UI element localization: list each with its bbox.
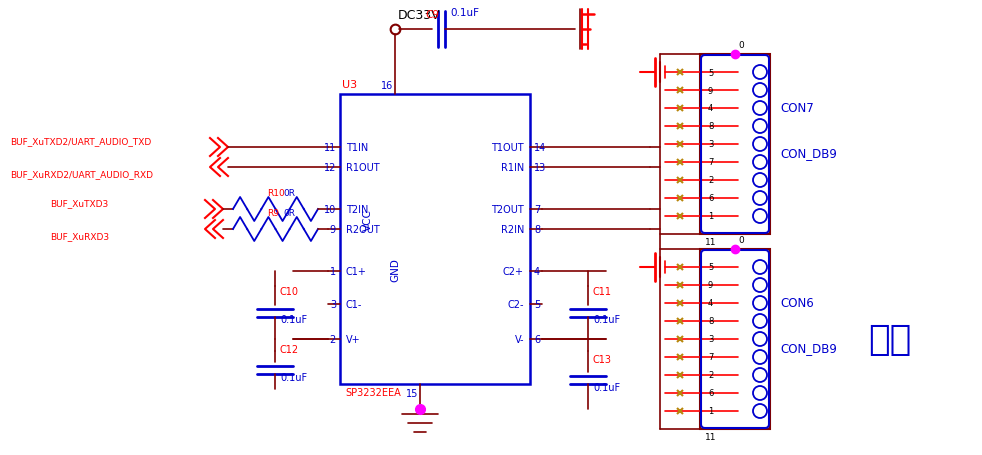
Text: 0.1uF: 0.1uF <box>280 315 307 325</box>
Text: 4: 4 <box>708 299 713 308</box>
Text: 8: 8 <box>708 122 713 131</box>
Text: 母口: 母口 <box>868 322 911 356</box>
Text: VCC: VCC <box>363 208 373 230</box>
Text: 8: 8 <box>708 317 713 326</box>
Text: 6: 6 <box>708 194 713 203</box>
Text: C2+: C2+ <box>503 267 524 276</box>
Text: SP3232EEA: SP3232EEA <box>345 387 401 397</box>
Text: U3: U3 <box>342 80 357 90</box>
Text: V+: V+ <box>346 334 360 344</box>
Text: 7: 7 <box>708 353 713 362</box>
Text: 8: 8 <box>534 224 540 234</box>
Text: 9: 9 <box>708 281 713 290</box>
Text: 0: 0 <box>738 41 743 50</box>
Text: 5: 5 <box>708 68 713 77</box>
Text: CON6: CON6 <box>780 297 814 310</box>
Text: 11: 11 <box>705 432 717 441</box>
Text: 10: 10 <box>324 205 336 214</box>
Text: V-: V- <box>515 334 524 344</box>
Text: C11: C11 <box>593 287 612 297</box>
Bar <box>700 55 770 234</box>
Text: GND: GND <box>390 258 400 281</box>
Text: BUF_XuRXD3: BUF_XuRXD3 <box>50 232 109 241</box>
Text: CON_DB9: CON_DB9 <box>780 147 837 160</box>
Text: 6: 6 <box>708 389 713 398</box>
Text: 9: 9 <box>330 224 336 234</box>
Text: T2IN: T2IN <box>346 205 368 214</box>
Text: C2-: C2- <box>508 299 524 309</box>
Text: T1OUT: T1OUT <box>491 143 524 153</box>
Text: R1IN: R1IN <box>501 162 524 172</box>
Text: C13: C13 <box>593 354 612 364</box>
Text: C1-: C1- <box>346 299 362 309</box>
Text: 0: 0 <box>738 236 743 244</box>
Text: BUF_XuTXD2/UART_AUDIO_TXD: BUF_XuTXD2/UART_AUDIO_TXD <box>10 136 151 146</box>
Text: 6: 6 <box>534 334 540 344</box>
Text: R2OUT: R2OUT <box>346 224 380 234</box>
Text: 3: 3 <box>708 140 713 149</box>
Text: 5: 5 <box>534 299 540 309</box>
Text: 16: 16 <box>381 81 393 91</box>
Text: R10: R10 <box>267 188 285 197</box>
Text: 0R: 0R <box>284 208 296 217</box>
Text: 3: 3 <box>708 335 713 344</box>
Bar <box>700 249 770 429</box>
Text: 0R: 0R <box>284 188 296 197</box>
Text: BUF_XuTXD3: BUF_XuTXD3 <box>50 198 108 207</box>
Text: 11: 11 <box>324 143 336 153</box>
Text: 15: 15 <box>406 388 418 398</box>
Text: 4: 4 <box>708 104 713 113</box>
Text: 4: 4 <box>534 267 540 276</box>
Text: C12: C12 <box>280 344 300 354</box>
Text: 0.1uF: 0.1uF <box>593 382 620 392</box>
Text: 7: 7 <box>708 158 713 167</box>
Text: 1: 1 <box>708 212 713 221</box>
Text: C10: C10 <box>280 287 299 297</box>
Bar <box>340 95 530 384</box>
Text: R1OUT: R1OUT <box>346 162 380 172</box>
Text: R2IN: R2IN <box>501 224 524 234</box>
Text: 11: 11 <box>705 238 717 247</box>
Text: 0.1uF: 0.1uF <box>280 372 307 382</box>
Text: 3: 3 <box>330 299 336 309</box>
Text: T2OUT: T2OUT <box>491 205 524 214</box>
Text: 0.1uF: 0.1uF <box>593 315 620 325</box>
Text: 14: 14 <box>534 143 546 153</box>
Text: CON7: CON7 <box>780 102 814 115</box>
Text: 12: 12 <box>324 162 336 172</box>
Text: 2: 2 <box>330 334 336 344</box>
Text: CON_DB9: CON_DB9 <box>780 342 837 355</box>
Text: 0.1uF: 0.1uF <box>450 8 479 18</box>
Text: 7: 7 <box>534 205 540 214</box>
Text: R9: R9 <box>267 208 280 217</box>
Text: BUF_XuRXD2/UART_AUDIO_RXD: BUF_XuRXD2/UART_AUDIO_RXD <box>10 170 153 179</box>
Text: C1+: C1+ <box>346 267 367 276</box>
Text: 1: 1 <box>708 407 713 415</box>
Text: 2: 2 <box>708 371 713 379</box>
Text: T1IN: T1IN <box>346 143 368 153</box>
Text: C9: C9 <box>425 10 439 20</box>
Text: 2: 2 <box>708 176 713 185</box>
Text: 13: 13 <box>534 162 546 172</box>
Text: 5: 5 <box>708 263 713 272</box>
Text: DC33V: DC33V <box>398 9 441 22</box>
Text: 9: 9 <box>708 86 713 95</box>
Text: 1: 1 <box>330 267 336 276</box>
